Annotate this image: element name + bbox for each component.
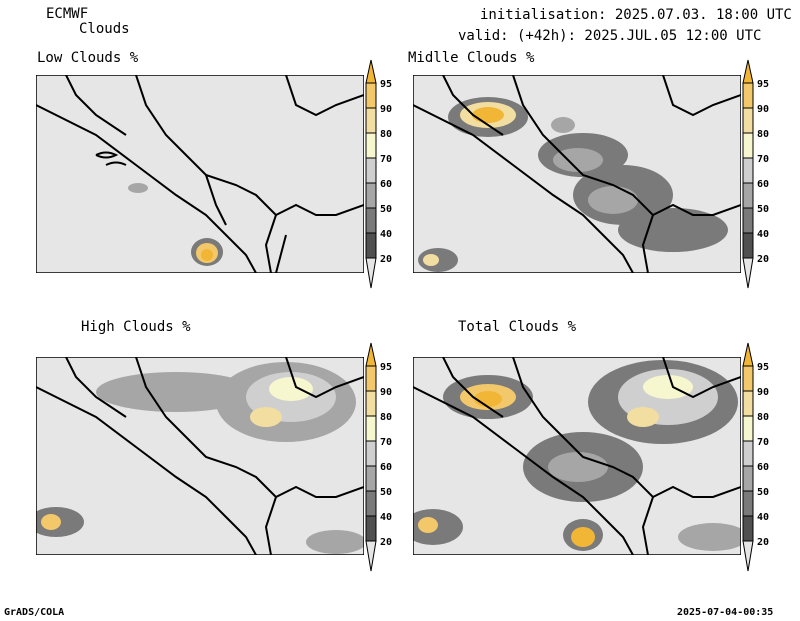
cb4-label-50: 50 [757,487,769,498]
cb1-label-40: 40 [380,229,392,240]
cb3-label-20: 20 [380,537,392,548]
footer-right: 2025-07-04-00:35 [677,607,774,618]
cb1-label-80: 80 [380,129,392,140]
colorbar-top-left-fill [365,59,377,289]
cb4-label-90: 90 [757,387,769,398]
cb4-label-80: 80 [757,412,769,423]
cb3-label-50: 50 [380,487,392,498]
cb2-label-60: 60 [757,179,769,190]
cb3-label-60: 60 [380,462,392,473]
panel-title-high: High Clouds % [81,319,191,335]
cb3-label-95: 95 [380,362,392,373]
cb3-label-80: 80 [380,412,392,423]
cb1-label-50: 50 [380,204,392,215]
model-name: ECMWF [46,6,89,22]
cb1-label-60: 60 [380,179,392,190]
cb1-label-90: 90 [380,104,392,115]
cb3-label-70: 70 [380,437,392,448]
cb2-label-90: 90 [757,104,769,115]
cb4-label-70: 70 [757,437,769,448]
cb2-label-40: 40 [757,229,769,240]
colorbar-bottom-right: 95 90 80 70 60 50 40 20 [741,341,781,573]
cb4-label-60: 60 [757,462,769,473]
cb2-label-50: 50 [757,204,769,215]
valid-time: valid: (+42h): 2025.JUL.05 12:00 UTC [458,28,762,44]
cb4-label-40: 40 [757,512,769,523]
colorbar-top-left: 95 90 80 70 60 50 40 20 [364,58,404,290]
map-low [36,75,364,273]
panel-title-low: Low Clouds % [37,50,139,66]
cb4-label-20: 20 [757,537,769,548]
colorbar-top-right: 95 90 80 70 60 50 40 20 [741,58,781,290]
cb1-label-70: 70 [380,154,392,165]
cb4-label-95: 95 [757,362,769,373]
cb1-label-20: 20 [380,254,392,265]
panel-title-total: Total Clouds % [458,319,577,335]
panel-title-mid: Midlle Clouds % [408,50,535,66]
init-time: initialisation: 2025.07.03. 18:00 UTC [480,7,792,23]
map-high [36,357,364,555]
cb2-label-70: 70 [757,154,769,165]
map-mid [413,75,741,273]
cb2-label-80: 80 [757,129,769,140]
cb3-label-40: 40 [380,512,392,523]
cb2-label-95: 95 [757,79,769,90]
cb1-label-95: 95 [380,79,392,90]
colorbar-bottom-left: 95 90 80 70 60 50 40 20 [364,341,404,573]
footer-left: GrADS/COLA [4,607,65,618]
product-name: Clouds [79,21,130,37]
cb2-label-20: 20 [757,254,769,265]
cb3-label-90: 90 [380,387,392,398]
map-total [413,357,741,555]
